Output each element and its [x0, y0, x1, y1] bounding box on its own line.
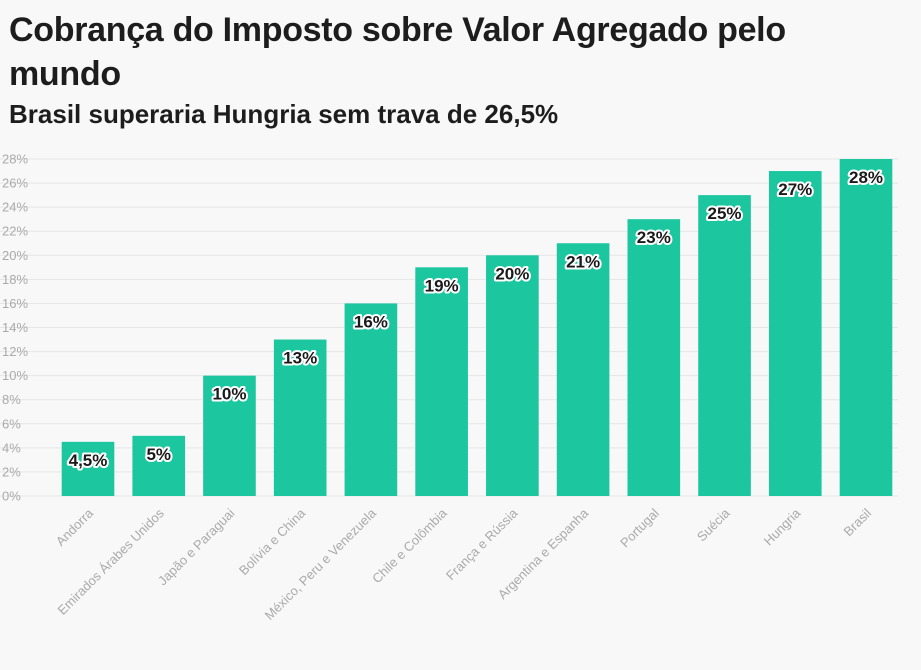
bar: [415, 267, 468, 496]
data-label: 16%: [354, 312, 388, 331]
x-tick-label: Bolívia e China: [236, 505, 309, 578]
data-label: 10%: [212, 385, 246, 404]
x-tick-label: França e Rússia: [443, 505, 521, 583]
x-tick-label: Japão e Paraguai: [155, 505, 238, 588]
bar: [556, 243, 610, 496]
chart-subtitle: Brasil superaria Hungria sem trava de 26…: [9, 99, 559, 129]
data-label: 28%: [849, 168, 883, 187]
bars: [61, 159, 893, 497]
y-tick-label: 28%: [2, 152, 28, 167]
bar: [132, 435, 186, 496]
data-label: 27%: [778, 180, 812, 199]
bar: [839, 159, 893, 496]
data-label: 25%: [708, 204, 742, 223]
y-tick-label: 10%: [2, 368, 28, 383]
bar: [627, 219, 681, 496]
data-label: 5%: [146, 445, 171, 464]
x-tick-label: Suécia: [694, 505, 733, 544]
x-tick-label: Hungria: [761, 505, 804, 548]
y-tick-label: 20%: [2, 248, 28, 263]
y-tick-label: 0%: [2, 489, 21, 504]
bar: [698, 195, 751, 496]
y-tick-label: 16%: [2, 296, 28, 311]
y-tick-label: 18%: [2, 272, 28, 287]
y-tick-label: 12%: [2, 344, 28, 359]
y-tick-label: 14%: [2, 320, 28, 335]
y-tick-label: 2%: [2, 464, 21, 479]
y-tick-label: 4%: [2, 440, 21, 455]
data-label: 23%: [637, 228, 671, 247]
bar: [61, 441, 115, 496]
y-tick-label: 26%: [2, 176, 28, 191]
chart-title: Cobrança do Imposto sobre Valor Agregado…: [9, 11, 786, 93]
bar: [768, 171, 822, 497]
y-tick-label: 24%: [2, 200, 28, 215]
bar: [344, 303, 398, 496]
y-tick-label: 6%: [2, 416, 21, 431]
x-tick-label: Portugal: [617, 505, 662, 550]
x-tick-label: Chile e Colômbia: [369, 505, 450, 586]
y-tick-label: 8%: [2, 392, 21, 407]
bar: [273, 339, 327, 496]
data-label: 21%: [566, 252, 600, 271]
x-tick-label: Brasil: [841, 505, 875, 539]
data-label: 4,5%: [69, 451, 108, 470]
bar: [486, 255, 539, 496]
y-axis-ticks: 0% 2% 4% 6% 8% 10% 12% 14% 16% 18% 20% 22% 24% 26% 28%: [2, 152, 28, 504]
x-tick-label: Andorra: [53, 505, 97, 549]
data-label: 19%: [425, 276, 459, 295]
data-label: 13%: [283, 349, 317, 368]
y-tick-label: 22%: [2, 224, 28, 239]
bar: [203, 375, 256, 496]
data-label: 20%: [495, 264, 529, 283]
data-labels: 4,5% 5% 10% 13% 16% 19% 20% 21% 23% 25% 27% 28%: [67, 166, 885, 472]
